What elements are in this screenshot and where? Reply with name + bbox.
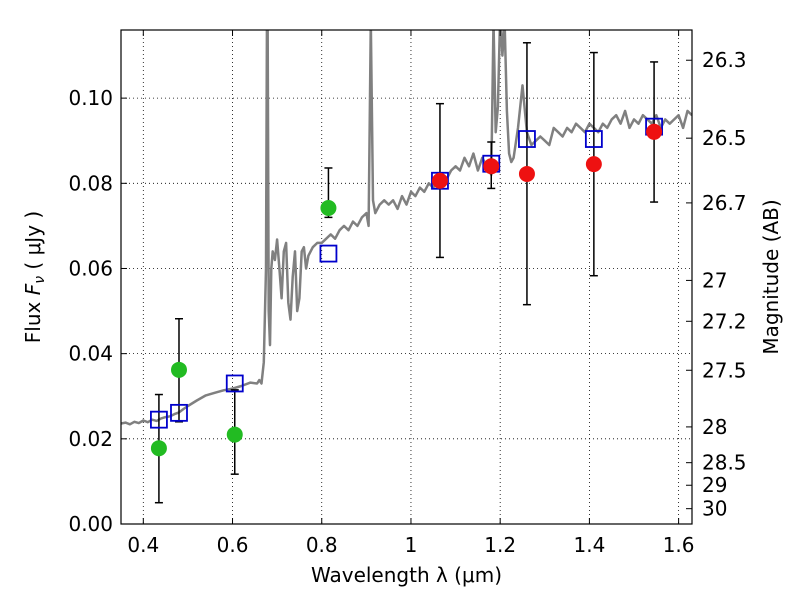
grid-lines [121,30,692,524]
square-marker [319,244,338,263]
right-tick-label: 26.5 [702,126,747,150]
right-tick-label: 28.5 [702,451,747,475]
circle-marker [320,200,337,217]
plot-frame [120,29,693,525]
right-tick-label: 27.5 [702,358,747,382]
square-marker [518,130,536,148]
square-marker [225,374,244,393]
square-marker [584,130,603,148]
right-tick-label: 28 [702,415,727,439]
circle-marker [170,361,187,378]
observed-photometry-markers [150,123,663,457]
y-tick-label: 0.04 [68,342,113,366]
right-tick-label: 29 [702,473,727,497]
x-tick-label: 0.8 [306,533,338,557]
spectrum-line [121,30,692,426]
model-spectrum [121,30,692,426]
x-tick-label: 1.2 [484,533,516,557]
x-axis-label: Wavelength λ (μm) [311,563,502,587]
y-tick-label: 0.08 [68,171,113,195]
circle-marker [483,158,500,175]
right-tick-label: 27 [702,268,727,292]
y-axis-right-label: Magnitude (AB) [759,199,783,354]
circle-marker [518,165,535,182]
x-tick-label: 1 [405,533,418,557]
circle-marker [585,156,602,173]
right-tick-label: 27.2 [702,309,747,333]
y-axis-label: Flux Fν ( μJy ) [21,211,48,343]
x-tick-label: 1.6 [663,533,695,557]
square-marker [170,403,188,422]
right-tick-label: 26.3 [702,48,747,72]
y-tick-label: 0.02 [68,427,113,451]
x-tick-label: 0.4 [127,533,159,557]
circle-marker [226,426,243,443]
right-tick-label: 26.7 [702,191,747,215]
circle-marker [431,172,448,189]
y-tick-label: 0.00 [68,512,113,536]
x-tick-label: 0.6 [217,533,249,557]
square-marker [150,410,168,429]
circle-marker [150,440,167,457]
right-tick-label: 30 [702,497,727,521]
model-photometry-markers [150,117,663,429]
circle-marker [646,123,663,140]
y-tick-label: 0.10 [68,86,113,110]
x-tick-label: 1.4 [573,533,605,557]
axis-ticks: 0.4 0.6 0.8 1 1.2 1.4 1.6 0.00 0.02 0.04 0.06 0.08 0… [68,30,747,557]
y-tick-label: 0.06 [68,256,113,280]
